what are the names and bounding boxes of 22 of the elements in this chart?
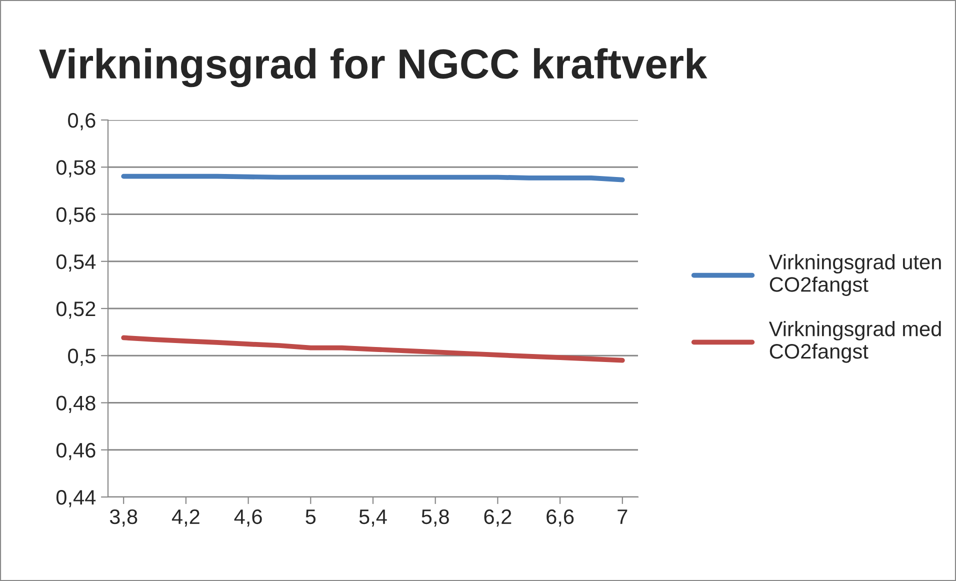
y-tick-label: 0,56	[56, 207, 96, 224]
legend-label: Virkningsgrad uten CO2fangst	[768, 254, 941, 296]
y-tick-label: 0,44	[56, 490, 96, 508]
x-tick-label: 4,2	[172, 509, 200, 527]
line-series	[121, 335, 625, 363]
y-tick-label: 0,58	[56, 160, 96, 178]
x-tick-label: 3,8	[110, 509, 138, 527]
legend-label: Virkningsgrad med CO2fangst	[768, 321, 941, 363]
x-tick-label: 4,6	[234, 509, 262, 527]
x-tick-label: 5	[306, 510, 316, 524]
x-tick-label: 7	[618, 510, 628, 524]
x-tick-label: 5,8	[422, 509, 449, 527]
x-tick-label: 5,4	[359, 510, 387, 527]
y-tick-label: 0,54	[56, 254, 96, 272]
y-tick-label: 0,48	[56, 396, 96, 413]
y-tick-label: 0,52	[56, 302, 96, 319]
x-tick-label: 6,6	[546, 509, 574, 527]
y-tick-label: 0,46	[56, 442, 96, 460]
x-tick-label: 6,2	[484, 509, 512, 527]
y-tick-label: 0,6	[68, 113, 96, 130]
chart-title: Virkningsgrad for NGCC kraftverk	[39, 48, 708, 88]
y-tick-label: 0,5	[68, 348, 96, 366]
